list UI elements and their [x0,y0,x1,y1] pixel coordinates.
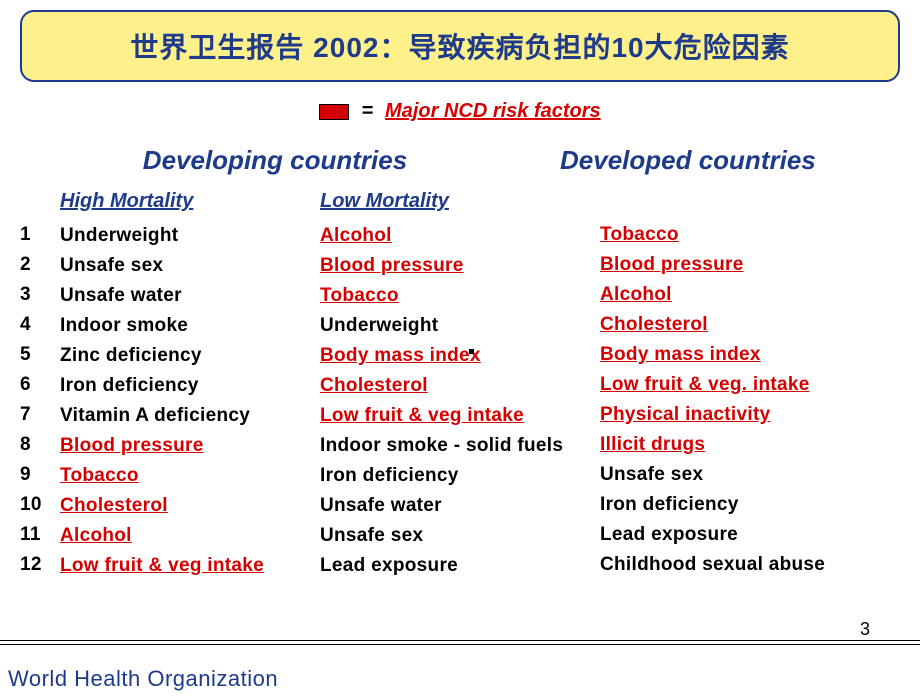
rank-number: 9 [20,460,60,490]
rank-column: 123456789101112 [20,190,60,581]
risk-item-developed: Iron deficiency [600,490,880,520]
subhead-high-mortality: High Mortality [60,190,320,221]
rank-number: 4 [20,310,60,340]
risk-item-developed: Blood pressure [600,250,880,280]
footer-org: World Health Organization [8,666,278,692]
risk-item-low: Underweight [320,311,600,341]
legend-label: Major NCD risk factors [385,100,601,123]
rank-number: 3 [20,280,60,310]
legend-swatch [319,104,349,120]
low-mortality-column: Low Mortality AlcoholBlood pressureTobac… [320,190,600,581]
risk-item-high: Indoor smoke [60,311,320,341]
risk-columns: 123456789101112 High Mortality Underweig… [0,190,920,581]
developed-column: TobaccoBlood pressureAlcoholCholesterolB… [600,190,880,581]
title-box: 世界卫生报告 2002：导致疾病负担的10大危险因素 [20,10,900,82]
rank-number: 1 [20,220,60,250]
risk-item-developed: Unsafe sex [600,460,880,490]
risk-item-high: Cholesterol [60,491,320,521]
high-mortality-column: High Mortality UnderweightUnsafe sexUnsa… [60,190,320,581]
risk-item-low: Low fruit & veg intake [320,401,600,431]
risk-item-low: Indoor smoke - solid fuels [320,431,600,461]
risk-item-low: Alcohol [320,221,600,251]
risk-item-developed: Childhood sexual abuse [600,550,880,580]
risk-item-developed: Cholesterol [600,310,880,340]
risk-item-developed: Low fruit & veg. intake [600,370,880,400]
risk-item-high: Unsafe sex [60,251,320,281]
rank-number: 7 [20,400,60,430]
footer-divider [0,640,920,648]
heading-developed: Developed countries [520,145,920,176]
risk-item-developed: Physical inactivity [600,400,880,430]
risk-item-high: Blood pressure [60,431,320,461]
risk-item-high: Underweight [60,221,320,251]
risk-item-high: Tobacco [60,461,320,491]
risk-item-low: Cholesterol [320,371,600,401]
rank-number: 11 [20,520,60,550]
subhead-low-mortality: Low Mortality [320,190,600,221]
rank-number: 6 [20,370,60,400]
risk-item-high: Zinc deficiency [60,341,320,371]
risk-item-high: Unsafe water [60,281,320,311]
rank-number: 10 [20,490,60,520]
risk-item-low: Lead exposure [320,551,600,581]
risk-item-low: Tobacco [320,281,600,311]
rank-number: 8 [20,430,60,460]
column-group-headers: Developing countries Developed countries [0,145,920,176]
page-number: 3 [860,619,870,640]
heading-developing: Developing countries [0,145,520,176]
rank-number: 5 [20,340,60,370]
risk-item-high: Alcohol [60,521,320,551]
legend-equals: = [361,100,373,123]
risk-item-high: Low fruit & veg intake [60,551,320,581]
risk-item-low: Iron deficiency [320,461,600,491]
risk-item-developed: Lead exposure [600,520,880,550]
risk-item-low: Unsafe water [320,491,600,521]
risk-item-developed: Illicit drugs [600,430,880,460]
risk-item-developed: Alcohol [600,280,880,310]
slide-title: 世界卫生报告 2002：导致疾病负担的10大危险因素 [130,32,789,63]
risk-item-developed: Tobacco [600,220,880,250]
risk-item-developed: Body mass index [600,340,880,370]
legend-row: = Major NCD risk factors [0,100,920,123]
rank-number: 12 [20,550,60,580]
risk-item-high: Vitamin A deficiency [60,401,320,431]
risk-item-high: Iron deficiency [60,371,320,401]
risk-item-low: Blood pressure [320,251,600,281]
risk-item-low: Unsafe sex [320,521,600,551]
risk-item-low: Body mass index [320,341,600,371]
marker-dot [469,349,474,354]
rank-number: 2 [20,250,60,280]
